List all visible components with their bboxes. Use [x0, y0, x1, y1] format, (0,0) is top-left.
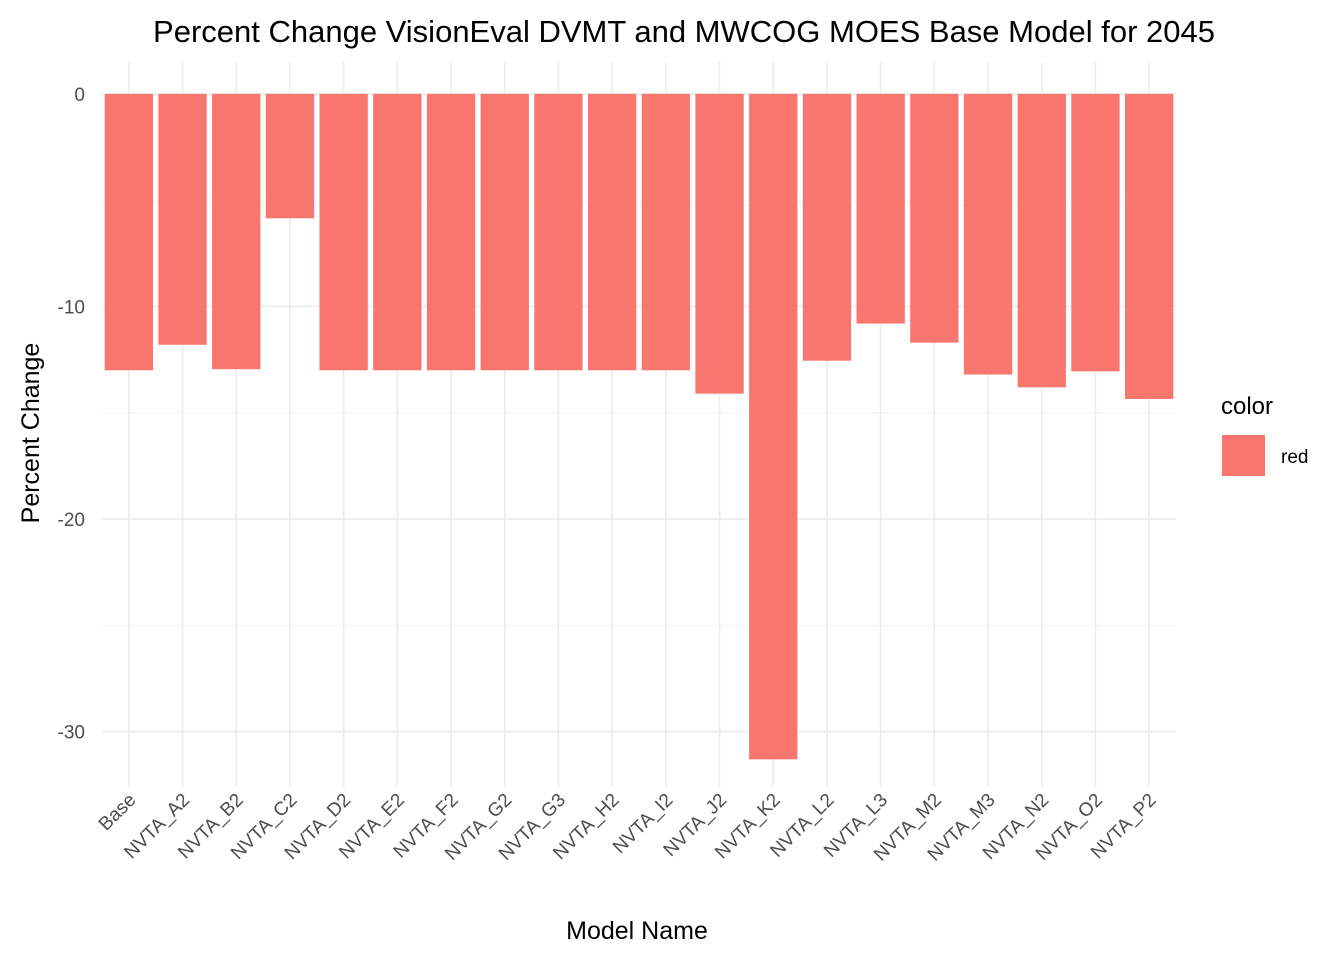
bar-nvta-j2 [695, 93, 744, 394]
y-tick-label: -10 [58, 298, 85, 319]
bar-nvta-g3 [534, 93, 583, 371]
y-tick-label: -30 [58, 723, 85, 744]
y-tick-label: 0 [74, 85, 85, 106]
bar-base [104, 93, 154, 371]
bar-nvta-n2 [1017, 93, 1066, 388]
x-axis-title: Model Name [566, 917, 708, 945]
bar-nvta-d2 [319, 93, 368, 371]
bar-nvta-a2 [158, 93, 207, 345]
bar-nvta-f2 [426, 93, 476, 371]
x-axis-tick-labels: BaseNVTA_A2NVTA_B2NVTA_C2NVTA_D2NVTA_E2N… [95, 790, 1161, 866]
bar-nvta-h2 [587, 93, 637, 371]
y-axis-tick-labels: 0 -10 -20 -30 [58, 85, 85, 744]
legend-title: color [1221, 393, 1273, 420]
bar-nvta-b2 [212, 93, 261, 370]
y-tick-label: -20 [58, 510, 85, 531]
bar-nvta-k2 [749, 93, 798, 760]
bar-nvta-l3 [856, 93, 905, 324]
legend: color red [1221, 393, 1308, 476]
bar-nvta-c2 [265, 93, 315, 219]
bar-nvta-i2 [641, 93, 691, 371]
bar-nvta-m2 [910, 93, 959, 343]
bars [104, 93, 1174, 760]
bar-nvta-o2 [1071, 93, 1120, 372]
grid-lines [102, 62, 1176, 787]
y-axis-title: Percent Change [17, 343, 45, 524]
chart-title: Percent Change VisionEval DVMT and MWCOG… [153, 14, 1215, 49]
bar-nvta-g2 [480, 93, 529, 371]
bar-nvta-e2 [373, 93, 422, 371]
legend-key [1222, 435, 1265, 476]
legend-label: red [1281, 447, 1308, 468]
bar-nvta-p2 [1124, 93, 1174, 399]
bar-nvta-l2 [802, 93, 852, 361]
bar-nvta-m3 [963, 93, 1013, 375]
x-tick-label: Base [95, 790, 140, 835]
